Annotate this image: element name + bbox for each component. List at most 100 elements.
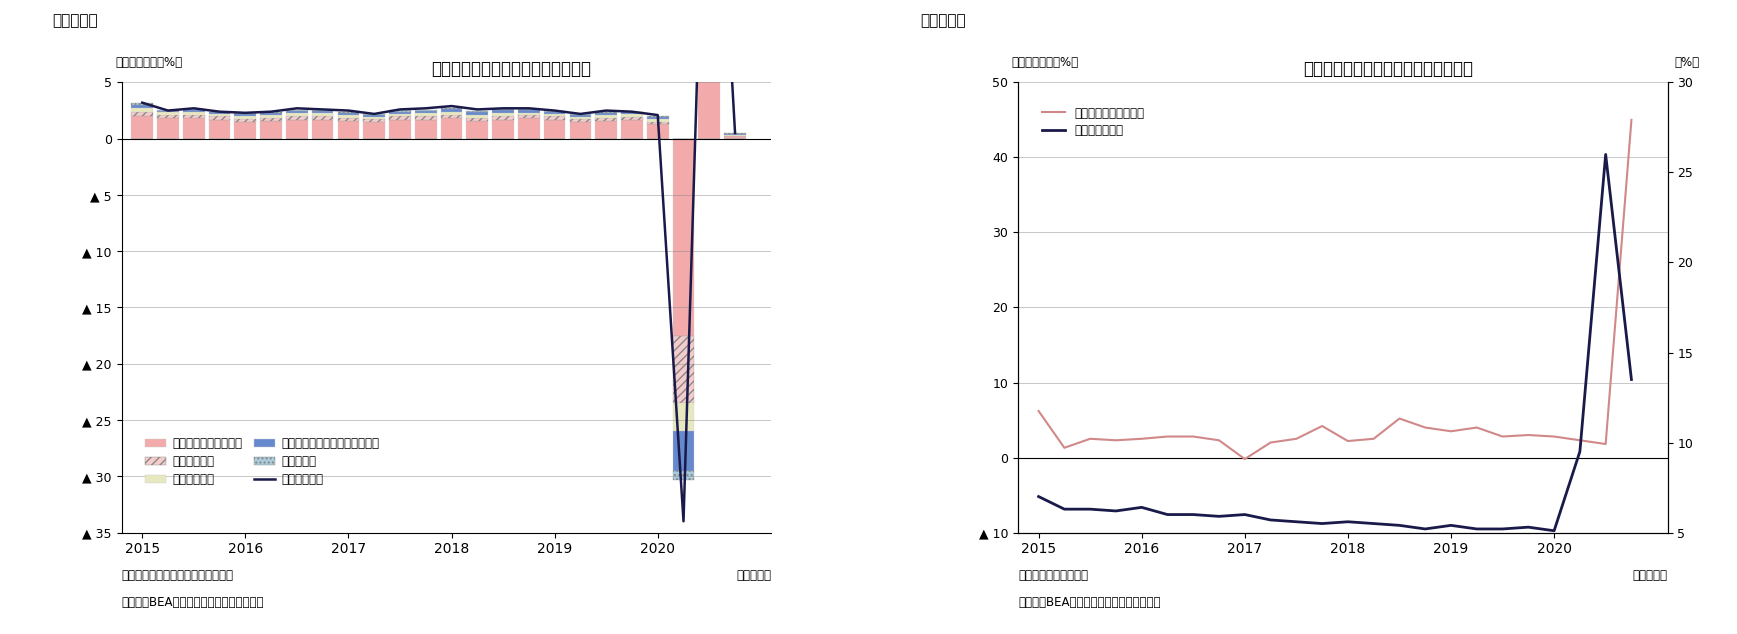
Bar xyxy=(363,117,386,119)
Bar xyxy=(570,122,591,139)
Bar xyxy=(389,120,410,139)
Bar xyxy=(518,113,540,115)
Bar xyxy=(622,120,643,139)
Bar xyxy=(287,120,307,139)
Bar xyxy=(492,113,514,116)
Bar xyxy=(672,403,695,431)
Bar xyxy=(544,114,566,117)
Title: 米国の実質可処分所得伸び率と貯蓄率: 米国の実質可処分所得伸び率と貯蓄率 xyxy=(1303,60,1473,78)
Bar xyxy=(261,115,281,117)
Bar xyxy=(156,111,179,112)
Bar xyxy=(441,108,462,109)
Bar xyxy=(492,110,514,113)
Bar xyxy=(415,110,436,111)
Bar xyxy=(518,115,540,119)
Bar xyxy=(313,113,334,116)
Bar xyxy=(622,115,643,117)
Text: （資料）BEAよりニッセイ基礎研究所作成: （資料）BEAよりニッセイ基礎研究所作成 xyxy=(122,595,264,609)
Bar xyxy=(337,113,360,115)
Bar xyxy=(646,117,669,119)
Bar xyxy=(261,112,281,113)
Bar xyxy=(724,135,745,136)
Bar xyxy=(182,112,205,115)
Bar xyxy=(313,120,334,139)
Bar xyxy=(363,119,386,122)
Bar xyxy=(518,108,540,110)
Bar xyxy=(698,26,721,139)
Bar xyxy=(156,119,179,139)
Text: （前期比年率、%）: （前期比年率、%） xyxy=(1011,56,1079,69)
Bar xyxy=(337,117,360,120)
Bar xyxy=(467,115,488,117)
Bar xyxy=(208,112,231,113)
Bar xyxy=(132,112,153,116)
Bar xyxy=(622,117,643,120)
Bar xyxy=(389,117,410,120)
Bar xyxy=(363,122,386,139)
Bar xyxy=(389,110,410,112)
Bar xyxy=(156,110,179,111)
Text: （四半期）: （四半期） xyxy=(1633,569,1668,581)
Bar xyxy=(492,109,514,110)
Bar xyxy=(646,124,669,139)
Text: （資料）BEAよりニッセイ基礎研究所作成: （資料）BEAよりニッセイ基礎研究所作成 xyxy=(1018,595,1160,609)
Bar xyxy=(596,120,617,139)
Bar xyxy=(234,113,255,114)
Bar xyxy=(724,136,745,139)
Bar xyxy=(337,112,360,113)
Bar xyxy=(672,431,695,470)
Bar xyxy=(441,112,462,115)
Bar xyxy=(234,119,255,122)
Bar xyxy=(389,113,410,117)
Bar xyxy=(208,120,231,139)
Bar xyxy=(646,119,669,122)
Bar xyxy=(596,117,617,120)
Legend: サービス（医療除く）, 医療サービス, 非耐久消費財, 耐久消費財（自動車関連除く）, 自動車関連, 実質個人消費: サービス（医療除く）, 医療サービス, 非耐久消費財, 耐久消費財（自動車関連除… xyxy=(141,433,384,491)
Text: （%）: （%） xyxy=(1674,56,1699,69)
Bar xyxy=(698,0,721,26)
Bar xyxy=(182,119,205,139)
Bar xyxy=(363,115,386,117)
Bar xyxy=(467,120,488,139)
Bar xyxy=(156,115,179,119)
Text: （四半期）: （四半期） xyxy=(736,569,771,581)
Bar xyxy=(467,111,488,112)
Bar xyxy=(234,114,255,116)
Bar xyxy=(596,113,617,115)
Text: （図表４）: （図表４） xyxy=(921,13,966,28)
Bar xyxy=(337,115,360,117)
Bar xyxy=(724,134,745,135)
Bar xyxy=(492,120,514,139)
Bar xyxy=(467,112,488,115)
Bar xyxy=(261,120,281,139)
Bar xyxy=(132,103,153,105)
Bar xyxy=(672,335,695,403)
Bar xyxy=(570,114,591,115)
Text: （図表３）: （図表３） xyxy=(52,13,97,28)
Bar xyxy=(415,116,436,120)
Bar xyxy=(415,111,436,113)
Bar xyxy=(234,122,255,139)
Bar xyxy=(544,112,566,114)
Bar xyxy=(287,110,307,111)
Legend: 実質可処分所得伸び率, 貯蓄率（右軸）: 実質可処分所得伸び率, 貯蓄率（右軸） xyxy=(1037,102,1150,142)
Bar xyxy=(415,120,436,139)
Bar xyxy=(182,110,205,112)
Bar xyxy=(570,115,591,117)
Bar xyxy=(441,119,462,139)
Bar xyxy=(132,105,153,108)
Bar xyxy=(132,116,153,139)
Title: 米国の実質個人消費支出（寄与度）: 米国の実質個人消費支出（寄与度） xyxy=(431,60,591,78)
Bar xyxy=(287,111,307,113)
Bar xyxy=(313,116,334,120)
Bar xyxy=(208,113,231,117)
Bar xyxy=(544,120,566,139)
Bar xyxy=(646,122,669,124)
Bar xyxy=(415,113,436,116)
Bar xyxy=(261,117,281,120)
Bar xyxy=(518,119,540,139)
Bar xyxy=(544,111,566,112)
Bar xyxy=(622,112,643,115)
Bar xyxy=(313,112,334,113)
Bar xyxy=(518,110,540,113)
